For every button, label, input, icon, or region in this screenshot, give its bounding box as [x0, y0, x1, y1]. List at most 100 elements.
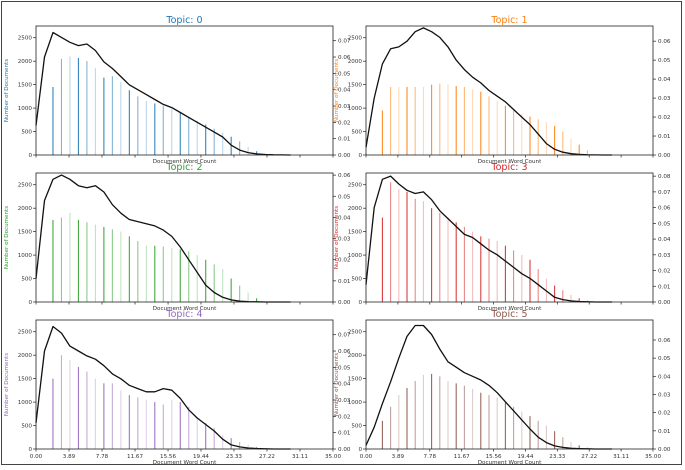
right-tick-label: 0.05	[658, 356, 671, 362]
left-tick-label: 2500	[348, 183, 363, 189]
right-tick-label: 0.01	[658, 429, 671, 435]
right-tick-label: 0.06	[338, 173, 351, 179]
right-tick-label: 0.02	[338, 258, 350, 264]
x-axis-label: Document Word Count	[478, 460, 542, 466]
right-tick-label: 0.02	[338, 120, 350, 126]
x-tick-label: 7.78	[96, 454, 109, 460]
x-tick-label: 35.00	[325, 454, 341, 460]
right-tick-label: 0.04	[658, 77, 671, 83]
x-tick-label: 7.78	[424, 454, 437, 460]
density-line	[35, 325, 291, 450]
right-tick-label: 0.00	[338, 447, 351, 453]
right-tick-label: 0.06	[658, 39, 671, 45]
density-line	[365, 175, 612, 303]
left-tick-label: 2000	[18, 206, 33, 212]
x-axis-label: Document Word Count	[153, 306, 217, 312]
right-tick-label: 0.02	[658, 115, 670, 121]
left-tick-label: 0	[28, 300, 32, 306]
right-tick-label: 0.04	[658, 237, 671, 243]
left-tick-label: 0	[28, 153, 32, 159]
right-tick-label: 0.04	[338, 88, 351, 94]
left-tick-label: 1000	[18, 106, 33, 112]
x-tick-label: 23.33	[226, 454, 242, 460]
left-tick-label: 2500	[348, 330, 363, 336]
x-tick-label: 19.44	[193, 454, 209, 460]
right-tick-label: 0.01	[338, 137, 351, 143]
right-tick-label: 0.00	[658, 153, 671, 159]
left-tick-label: 2500	[18, 183, 33, 189]
right-tick-label: 0.01	[338, 279, 351, 285]
right-tick-label: 0.05	[338, 365, 351, 371]
axes-box	[365, 319, 654, 450]
x-axis-label: Document Word Count	[478, 159, 542, 165]
left-tick-label: 1500	[18, 83, 33, 89]
y-axis-label: Number of Documents	[334, 353, 340, 416]
left-tick-label: 1500	[348, 83, 363, 89]
right-tick-label: 0.03	[658, 96, 671, 102]
right-tick-label: 0.05	[338, 71, 351, 77]
left-tick-label: 1000	[348, 106, 363, 112]
right-tick-label: 0.07	[338, 39, 351, 45]
left-tick-label: 1000	[348, 400, 363, 406]
subplot-title: Topic: 3	[490, 162, 527, 173]
axes-box	[365, 172, 654, 303]
right-tick-label: 0.03	[338, 104, 351, 110]
right-tick-label: 0.06	[658, 206, 671, 212]
left-tick-label: 1000	[18, 253, 33, 259]
right-tick-label: 0.02	[658, 411, 670, 417]
left-tick-label: 2500	[348, 36, 363, 42]
density-line	[35, 31, 291, 156]
subplot-topic-4: 0 500 1000 1500 2000 2500 0.00 0.01 0.02 0.03 0.04…	[4, 309, 351, 466]
right-tick-label: 0.02	[338, 414, 350, 420]
right-tick-label: 0.07	[658, 190, 671, 196]
x-tick-label: 11.67	[454, 454, 470, 460]
right-tick-label: 0.01	[658, 134, 671, 140]
x-axis-label: Document Word Count	[153, 460, 217, 466]
right-tick-label: 0.06	[338, 349, 351, 355]
left-tick-label: 0	[358, 153, 362, 159]
left-tick-label: 0	[358, 300, 362, 306]
left-tick-label: 1500	[18, 230, 33, 236]
left-tick-label: 1000	[348, 253, 363, 259]
x-tick-label: 27.22	[259, 454, 275, 460]
x-tick-label: 23.33	[549, 454, 565, 460]
subplot-title: Topic: 0	[165, 15, 202, 26]
x-axis-label: Document Word Count	[478, 306, 542, 312]
y-axis-label: Number of Documents	[334, 206, 340, 269]
left-tick-label: 1500	[348, 377, 363, 383]
axes-box	[35, 172, 334, 303]
y-axis-label: Number of Documents	[334, 59, 340, 122]
right-tick-label: 0.02	[658, 269, 670, 275]
right-tick-label: 0.04	[338, 382, 351, 388]
right-tick-label: 0.00	[658, 447, 671, 453]
left-tick-label: 1500	[348, 230, 363, 236]
x-tick-label: 27.22	[581, 454, 597, 460]
right-tick-label: 0.03	[338, 398, 351, 404]
right-tick-label: 0.00	[338, 153, 351, 159]
axes-box	[35, 319, 334, 450]
right-tick-label: 0.01	[658, 284, 671, 290]
subplot-topic-0: 0 500 1000 1500 2000 2500 0.00 0.01 0.02 0.03 0.04…	[4, 15, 351, 165]
x-tick-label: 3.89	[392, 454, 405, 460]
left-tick-label: 1000	[18, 400, 33, 406]
x-tick-label: 35.00	[645, 454, 661, 460]
right-tick-label: 0.06	[338, 55, 351, 61]
left-tick-label: 2000	[18, 353, 33, 359]
right-tick-label: 0.03	[658, 392, 671, 398]
subplot-topic-2: 0 500 1000 1500 2000 2500 0.00 0.01 0.02 0.03 0.04…	[4, 162, 351, 312]
right-tick-label: 0.03	[338, 237, 351, 243]
subplot-title: Topic: 4	[165, 309, 202, 320]
density-line	[365, 27, 612, 156]
left-tick-label: 2000	[18, 59, 33, 65]
x-tick-label: 15.56	[486, 454, 502, 460]
density-line	[365, 324, 612, 450]
left-tick-label: 0	[28, 447, 32, 453]
x-axis-label: Document Word Count	[153, 159, 217, 165]
subplot-title: Topic: 1	[490, 15, 527, 26]
x-tick-label: 31.11	[292, 454, 308, 460]
left-tick-label: 2000	[348, 206, 363, 212]
right-tick-label: 0.07	[338, 333, 351, 339]
left-tick-label: 500	[21, 424, 32, 430]
right-tick-label: 0.00	[658, 300, 671, 306]
